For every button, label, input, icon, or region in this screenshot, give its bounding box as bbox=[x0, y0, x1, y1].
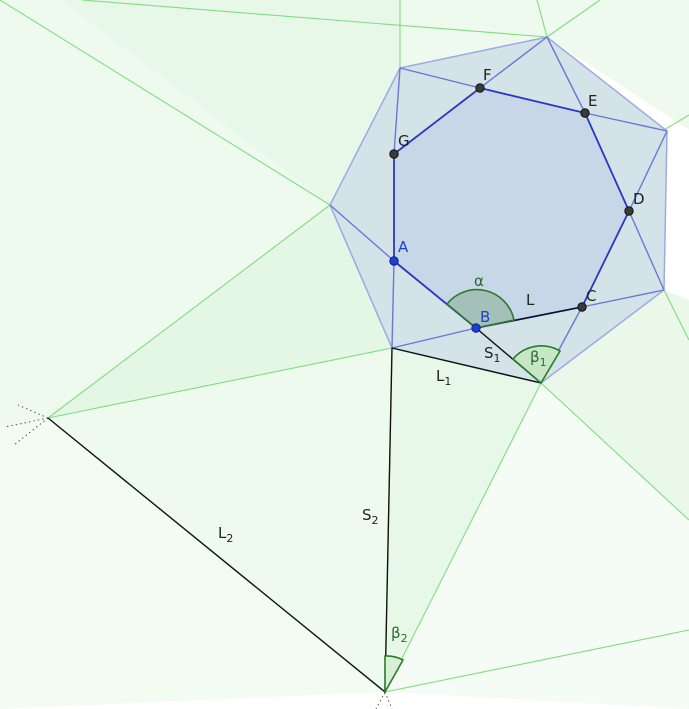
label-E: E bbox=[588, 92, 597, 110]
green-region-right bbox=[541, 290, 689, 520]
label-D: D bbox=[633, 190, 645, 208]
point-D[interactable] bbox=[624, 206, 634, 216]
label-beta1: β1 bbox=[530, 348, 547, 369]
dotted-marks bbox=[4, 404, 393, 709]
segment-L2 bbox=[47, 417, 386, 693]
green-lines bbox=[0, 0, 689, 693]
angle-labels: α β1 β2 bbox=[391, 272, 547, 645]
label-C: C bbox=[586, 287, 596, 305]
label-F: F bbox=[483, 66, 492, 84]
label-L: L bbox=[526, 291, 535, 309]
segment-S2 bbox=[384, 347, 393, 693]
angle-beta2-arc bbox=[384, 655, 405, 696]
green-region-mid-left bbox=[48, 205, 392, 418]
green-region-top bbox=[60, 0, 400, 205]
point-G[interactable] bbox=[389, 149, 399, 159]
angle-alpha-arc bbox=[445, 288, 515, 329]
point-C[interactable] bbox=[577, 302, 587, 312]
label-L2: L2 bbox=[218, 524, 233, 545]
label-alpha: α bbox=[474, 272, 484, 290]
point-E[interactable] bbox=[580, 108, 590, 118]
angle-beta1-arc bbox=[511, 345, 562, 385]
point-F[interactable] bbox=[475, 83, 485, 93]
green-region-big-triangle bbox=[48, 348, 392, 692]
points bbox=[389, 83, 634, 333]
label-beta2: β2 bbox=[391, 624, 408, 645]
label-B: B bbox=[480, 308, 490, 326]
label-G: G bbox=[398, 132, 410, 150]
label-A: A bbox=[398, 238, 409, 256]
point-A[interactable] bbox=[389, 256, 399, 266]
segment-L1 bbox=[391, 347, 542, 384]
point-B[interactable] bbox=[471, 323, 481, 333]
green-region-bottom-left bbox=[0, 418, 385, 709]
point-labels: A B C D E F G bbox=[398, 66, 645, 326]
green-region-lower-right bbox=[385, 383, 689, 709]
label-S2: S2 bbox=[362, 506, 379, 527]
green-region-left bbox=[0, 0, 330, 430]
label-S1: S1 bbox=[484, 344, 501, 365]
label-L1: L1 bbox=[436, 367, 451, 388]
green-region-right-strip bbox=[385, 348, 541, 692]
green-region-upper-right bbox=[400, 0, 689, 130]
segment-labels: L S1 L1 L2 S2 bbox=[218, 291, 535, 545]
